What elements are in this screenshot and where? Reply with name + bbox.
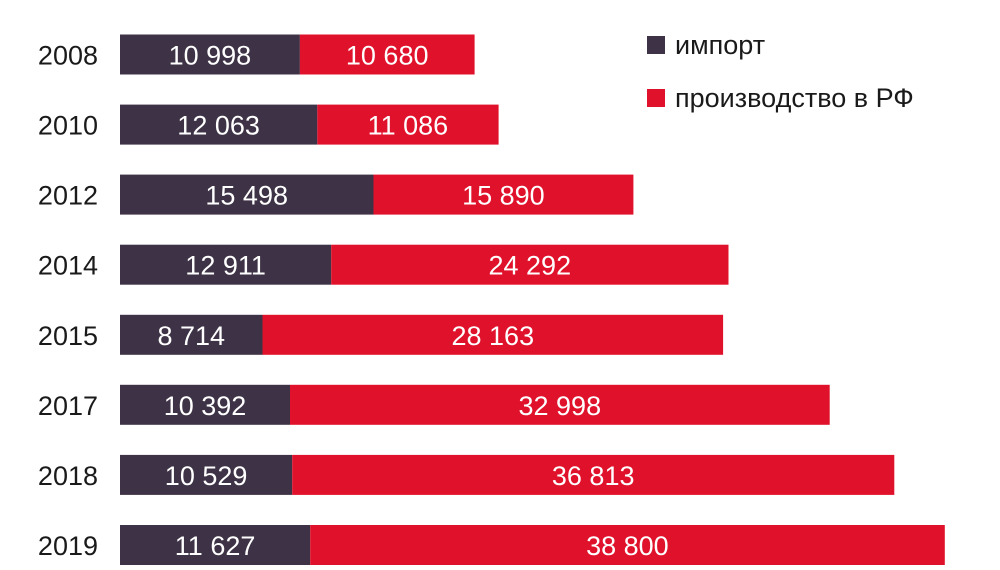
value-label-import-2015: 8 714	[158, 321, 226, 351]
value-label-import-2019: 11 627	[175, 531, 256, 561]
category-label-2012: 2012	[38, 181, 98, 211]
value-label-import-2012: 15 498	[205, 181, 288, 211]
value-label-import-2008: 10 998	[169, 41, 252, 71]
bar-production-2014	[331, 244, 729, 285]
bar-production-2015	[262, 314, 724, 355]
category-label-2019: 2019	[38, 531, 98, 561]
bar-production-2019	[310, 525, 945, 565]
value-label-production-2018: 36 813	[552, 461, 635, 491]
category-label-2018: 2018	[38, 461, 98, 491]
value-label-production-2019: 38 800	[586, 531, 669, 561]
bar-import-2008	[120, 34, 300, 75]
value-label-import-2010: 12 063	[177, 111, 260, 141]
category-label-2015: 2015	[38, 321, 98, 351]
bar-production-2008	[299, 34, 475, 75]
value-label-production-2010: 11 086	[368, 111, 449, 141]
legend: импорт производство в РФ	[647, 30, 914, 113]
value-label-import-2014: 12 911	[185, 251, 266, 281]
value-label-import-2018: 10 529	[165, 461, 248, 491]
legend-label-import: импорт	[675, 30, 765, 60]
bar-import-2017	[120, 384, 290, 425]
bar-import-2019	[120, 525, 311, 565]
bar-production-2010	[317, 104, 499, 145]
legend-swatch-production	[647, 89, 665, 107]
category-label-2017: 2017	[38, 391, 98, 421]
bar-import-2018	[120, 454, 293, 495]
bar-import-2014	[120, 244, 332, 285]
legend-label-production: производство в РФ	[675, 83, 914, 113]
value-label-production-2012: 15 890	[462, 181, 545, 211]
value-label-production-2014: 24 292	[489, 251, 572, 281]
category-label-2010: 2010	[38, 111, 98, 141]
bar-production-2012	[373, 174, 634, 215]
bar-import-2012	[120, 174, 374, 215]
category-label-2014: 2014	[38, 251, 98, 281]
bars-layer: 2008 10 998 10 680 2010 12 063 11 086 2012 15 4…	[38, 34, 945, 565]
value-label-production-2008: 10 680	[346, 41, 429, 71]
bar-production-2018	[292, 454, 895, 495]
bar-import-2015	[120, 314, 263, 355]
bar-production-2017	[290, 384, 830, 425]
value-label-import-2017: 10 392	[164, 391, 247, 421]
category-label-2008: 2008	[38, 41, 98, 71]
value-label-production-2015: 28 163	[452, 321, 535, 351]
bar-import-2010	[120, 104, 318, 145]
legend-swatch-import	[647, 36, 665, 54]
value-label-production-2017: 32 998	[519, 391, 602, 421]
